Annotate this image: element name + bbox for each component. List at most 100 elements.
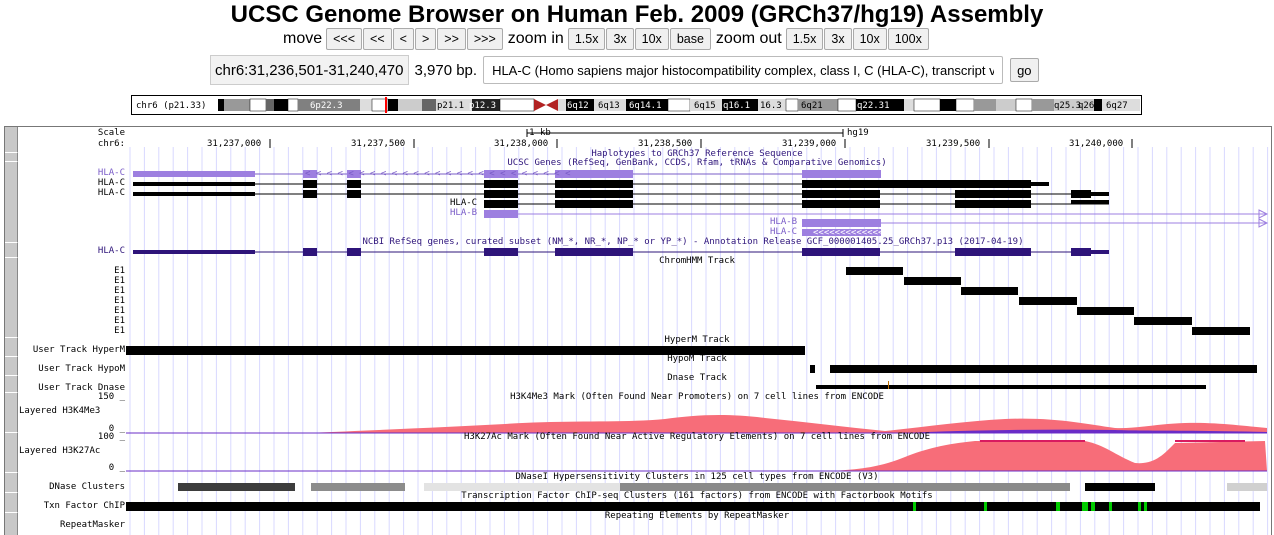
dnase-label: User Track Dnase bbox=[38, 383, 125, 393]
track-display[interactable]: < < < < < < < < < < < < < < < < < < < < … bbox=[4, 126, 1272, 535]
position-row: chr6:31,236,501-31,240,470 3,970 bp. go bbox=[210, 54, 1040, 86]
ruler-toggle-button[interactable] bbox=[5, 127, 18, 153]
go-button[interactable]: go bbox=[1010, 58, 1039, 82]
hypom-feature bbox=[810, 365, 815, 373]
ruler-tick: 31,238,000 bbox=[494, 139, 549, 149]
dnase-clusters-title: DNaseI Hypersensitivity Clusters in 125 … bbox=[515, 472, 879, 482]
ruler-tick: 31,237,500 bbox=[351, 139, 406, 149]
repeatmasker-toggle-button[interactable] bbox=[5, 513, 18, 535]
band-label: 6q15 bbox=[694, 101, 716, 111]
chromhmm-toggle-button[interactable] bbox=[5, 258, 18, 338]
h3k27ac-toggle-button[interactable] bbox=[5, 433, 18, 473]
zoom-in-1.5x-button[interactable]: 1.5x bbox=[567, 28, 606, 50]
assembly-label: hg19 bbox=[847, 128, 869, 138]
dnase-marker bbox=[888, 381, 889, 389]
band-label: q22.31 bbox=[857, 101, 890, 111]
hyperm-toggle-button[interactable] bbox=[5, 338, 18, 357]
gene-label[interactable]: HLA-C bbox=[97, 178, 125, 188]
band-label: q26 bbox=[1078, 101, 1094, 111]
gene-label[interactable]: HLA-B bbox=[770, 217, 798, 227]
move-left-button[interactable]: << bbox=[363, 28, 392, 50]
rmsk-title: Repeating Elements by RepeatMasker bbox=[604, 511, 790, 521]
chromhmm-label: E1 bbox=[114, 266, 125, 276]
chromhmm-track bbox=[846, 267, 1250, 335]
ucsc-genes-toggle-button[interactable] bbox=[5, 162, 18, 243]
band-label: 6q14.1 bbox=[629, 101, 662, 111]
hyperm-title: HyperM Track bbox=[664, 335, 730, 345]
scale-label: Scale bbox=[97, 128, 125, 138]
chromhmm-label: E1 bbox=[114, 276, 125, 286]
ruler-tick: 31,240,000 bbox=[1069, 139, 1124, 149]
band-label: 6p22.3 bbox=[310, 101, 343, 111]
tfbs-toggle-button[interactable] bbox=[5, 493, 18, 513]
move-small-left-button[interactable]: < bbox=[392, 28, 414, 50]
zoom-out-10x-button[interactable]: 10x bbox=[852, 28, 887, 50]
page-title: UCSC Genome Browser on Human Feb. 2009 (… bbox=[230, 1, 1044, 28]
move-label: move bbox=[283, 30, 323, 47]
band-label: 6q21 bbox=[801, 101, 823, 111]
ideogram-position-highlight bbox=[385, 97, 387, 113]
band-label: p12.3 bbox=[469, 101, 496, 111]
hypom-feature bbox=[830, 365, 1257, 373]
refseq-gene-label[interactable]: HLA-C bbox=[97, 246, 125, 256]
move-far-right-button[interactable]: >>> bbox=[466, 28, 503, 50]
h3k4me3-toggle-button[interactable] bbox=[5, 393, 18, 433]
h3k27ac-label: Layered H3K27Ac bbox=[19, 446, 101, 456]
ruler-tick: 31,238,500 bbox=[638, 139, 693, 149]
zoom-out-3x-button[interactable]: 3x bbox=[824, 28, 852, 50]
band-label: 6q27 bbox=[1106, 101, 1128, 111]
chromhmm-label: E1 bbox=[114, 296, 125, 306]
h3k4me3-label: Layered H3K4Me3 bbox=[19, 406, 101, 416]
haplotypes-toggle-button[interactable] bbox=[5, 153, 18, 162]
zoom-out-1.5x-button[interactable]: 1.5x bbox=[785, 28, 824, 50]
move-right-button[interactable]: >> bbox=[437, 28, 466, 50]
tfbs-track bbox=[126, 502, 1260, 511]
hypom-label: User Track HypoM bbox=[38, 364, 125, 374]
gene-label[interactable]: HLA-C bbox=[97, 168, 125, 178]
dnase-title: Dnase Track bbox=[667, 373, 727, 383]
gene-label[interactable]: HLA-C bbox=[97, 188, 125, 198]
move-controls: move <<< << < > >> >>> zoom in 1.5x 3x 1… bbox=[279, 28, 930, 50]
gene-label[interactable]: HLA-C bbox=[450, 198, 478, 208]
ruler-tick: 31,239,000 bbox=[782, 139, 837, 149]
ruler-tick: 31,237,000 bbox=[207, 139, 262, 149]
refseq-toggle-button[interactable] bbox=[5, 243, 18, 258]
gene-label[interactable]: HLA-C bbox=[770, 227, 798, 237]
move-far-left-button[interactable]: <<< bbox=[326, 28, 363, 50]
chromhmm-label: E1 bbox=[114, 286, 125, 296]
dnase-toggle-button[interactable] bbox=[5, 376, 18, 393]
repeatmasker-label: RepeatMasker bbox=[59, 520, 125, 530]
h3k27ac-max: 100 _ bbox=[97, 432, 125, 442]
ucsc-genes-track: < < < < < < < < < < < < < < < < < < < < … bbox=[133, 169, 1269, 238]
move-small-right-button[interactable]: > bbox=[414, 28, 437, 50]
h3k27ac-title: H3K27Ac Mark (Often Found Near Active Re… bbox=[464, 432, 930, 442]
gene-label[interactable]: HLA-B bbox=[450, 208, 478, 218]
h3k4me3-min: 0 _ bbox=[108, 424, 125, 434]
search-input[interactable] bbox=[483, 56, 1004, 84]
tfbs-title: Transcription Factor ChIP-seq Clusters (… bbox=[461, 491, 933, 501]
refseq-track bbox=[133, 248, 1109, 256]
hypom-title: HypoM Track bbox=[667, 354, 727, 364]
tfbs-label: Txn Factor ChIP bbox=[43, 501, 125, 511]
chromosome-ideogram[interactable]: chr6 (p21.33) 6p22.3 p21.1 p12.3 6q12 bbox=[131, 95, 1142, 115]
h3k4me3-max: 150 _ bbox=[97, 392, 125, 402]
zoom-in-base-button[interactable]: base bbox=[669, 28, 711, 50]
zoom-out-100x-button[interactable]: 100x bbox=[887, 28, 929, 50]
h3k27ac-signal bbox=[126, 440, 1267, 472]
scale-bar-text: 1 kb bbox=[529, 128, 551, 138]
position-size: 3,970 bp. bbox=[414, 61, 478, 79]
h3k27ac-min: 0 _ bbox=[108, 463, 125, 473]
chromhmm-label: E1 bbox=[114, 306, 125, 316]
zoom-in-10x-button[interactable]: 10x bbox=[634, 28, 669, 50]
dnase-clusters-toggle-button[interactable] bbox=[5, 473, 18, 493]
hyperm-feature bbox=[126, 346, 805, 355]
zoom-in-3x-button[interactable]: 3x bbox=[606, 28, 634, 50]
chromhmm-label: E1 bbox=[114, 326, 125, 336]
band-label: q16.1 bbox=[723, 101, 750, 111]
band-label: q25.3 bbox=[1054, 101, 1081, 111]
hypom-toggle-button[interactable] bbox=[5, 357, 18, 376]
refseq-title: NCBI RefSeq genes, curated subset (NM_*,… bbox=[362, 237, 1024, 247]
zoom-in-label: zoom in bbox=[507, 30, 564, 47]
hyperm-label: User Track HyperM bbox=[32, 345, 125, 355]
band-label: p21.1 bbox=[437, 101, 464, 111]
